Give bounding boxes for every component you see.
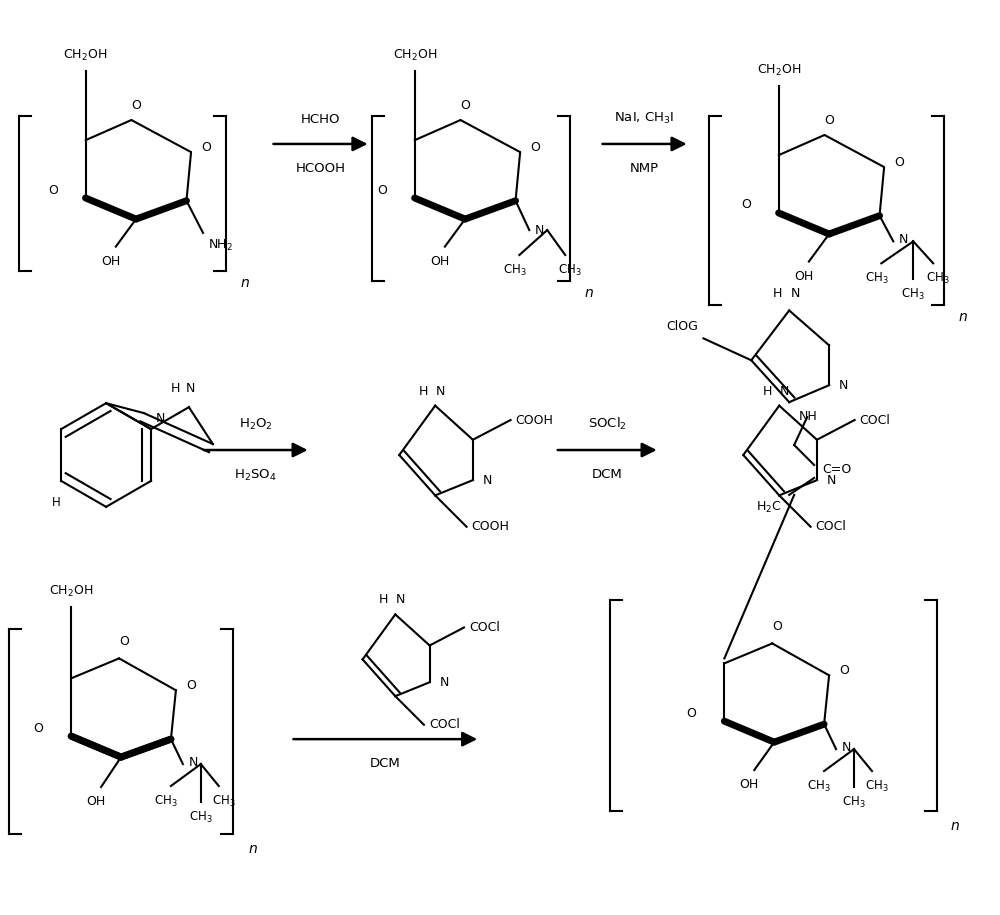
Text: O: O	[687, 706, 696, 720]
Text: O: O	[839, 664, 849, 677]
Text: H: H	[419, 384, 428, 398]
Text: H: H	[52, 496, 61, 509]
Text: CH$_3$: CH$_3$	[901, 287, 925, 302]
Text: O: O	[894, 156, 904, 168]
Text: OH: OH	[794, 270, 814, 283]
Text: O: O	[131, 99, 141, 112]
Text: H: H	[773, 287, 782, 300]
Text: O: O	[119, 635, 129, 649]
Text: COCl: COCl	[816, 521, 846, 533]
Text: CH$_2$OH: CH$_2$OH	[393, 48, 437, 63]
Text: CH$_3$: CH$_3$	[558, 263, 582, 278]
Text: N: N	[534, 223, 544, 237]
Text: HCOOH: HCOOH	[296, 162, 346, 175]
Text: O: O	[33, 722, 43, 735]
Text: CH$_2$OH: CH$_2$OH	[63, 48, 108, 63]
Text: n: n	[585, 285, 594, 299]
Text: OH: OH	[87, 795, 106, 808]
Text: NH$_2$: NH$_2$	[208, 238, 233, 253]
Text: N: N	[827, 474, 836, 487]
Text: CH$_3$: CH$_3$	[926, 271, 950, 286]
Text: SOCl$_2$: SOCl$_2$	[588, 416, 627, 432]
Text: COCl: COCl	[429, 718, 460, 731]
Text: H$_2$C: H$_2$C	[756, 500, 781, 515]
Text: CH$_3$: CH$_3$	[842, 795, 866, 810]
Text: O: O	[377, 184, 387, 197]
Text: N: N	[790, 287, 800, 300]
Text: N: N	[435, 384, 445, 398]
Text: DCM: DCM	[370, 757, 401, 770]
Text: NMP: NMP	[630, 162, 659, 175]
Text: CH$_3$: CH$_3$	[189, 810, 213, 825]
Text: OH: OH	[740, 778, 759, 791]
Text: n: n	[959, 310, 967, 325]
Text: n: n	[951, 819, 959, 833]
Text: O: O	[48, 184, 58, 197]
Text: COOH: COOH	[472, 521, 509, 533]
Text: OH: OH	[430, 254, 450, 267]
Text: N: N	[839, 379, 848, 392]
Text: N: N	[189, 756, 198, 769]
Text: O: O	[461, 99, 470, 112]
Text: CH$_2$OH: CH$_2$OH	[49, 584, 93, 598]
Text: O: O	[825, 114, 834, 127]
Text: COCl: COCl	[860, 414, 890, 426]
Text: H: H	[170, 382, 180, 395]
Text: N: N	[842, 740, 851, 754]
Text: COCl: COCl	[469, 621, 500, 634]
Text: N: N	[898, 233, 908, 246]
Text: O: O	[201, 141, 211, 154]
Text: CH$_3$: CH$_3$	[865, 779, 889, 794]
Text: ClOG: ClOG	[667, 320, 698, 333]
Text: COOH: COOH	[516, 414, 553, 426]
Text: O: O	[772, 620, 782, 633]
Text: CH$_3$: CH$_3$	[503, 263, 526, 278]
Text: CH$_3$: CH$_3$	[212, 794, 236, 809]
Text: CH$_2$OH: CH$_2$OH	[757, 63, 801, 79]
Text: DCM: DCM	[592, 468, 623, 481]
Text: CH$_3$: CH$_3$	[154, 794, 178, 809]
Text: CH$_3$: CH$_3$	[865, 271, 888, 286]
Text: N: N	[156, 412, 165, 425]
Text: O: O	[186, 679, 196, 692]
Text: N: N	[186, 382, 196, 395]
Text: n: n	[241, 275, 249, 289]
Text: CH$_3$: CH$_3$	[807, 779, 831, 794]
Text: N: N	[483, 474, 492, 487]
Text: H$_2$O$_2$: H$_2$O$_2$	[239, 417, 273, 432]
Text: O: O	[741, 199, 751, 211]
Text: O: O	[530, 141, 540, 154]
Text: N: N	[396, 594, 405, 607]
Text: H$_2$SO$_4$: H$_2$SO$_4$	[234, 468, 277, 483]
Text: N: N	[780, 384, 789, 398]
Text: NaI, CH$_3$I: NaI, CH$_3$I	[614, 111, 675, 126]
Text: NH: NH	[799, 410, 818, 423]
Text: N: N	[440, 676, 449, 689]
Text: OH: OH	[101, 254, 120, 267]
Text: C=O: C=O	[822, 464, 851, 477]
Text: H: H	[763, 384, 772, 398]
Text: n: n	[249, 842, 257, 856]
Text: HCHO: HCHO	[301, 113, 340, 126]
Text: H: H	[379, 594, 388, 607]
